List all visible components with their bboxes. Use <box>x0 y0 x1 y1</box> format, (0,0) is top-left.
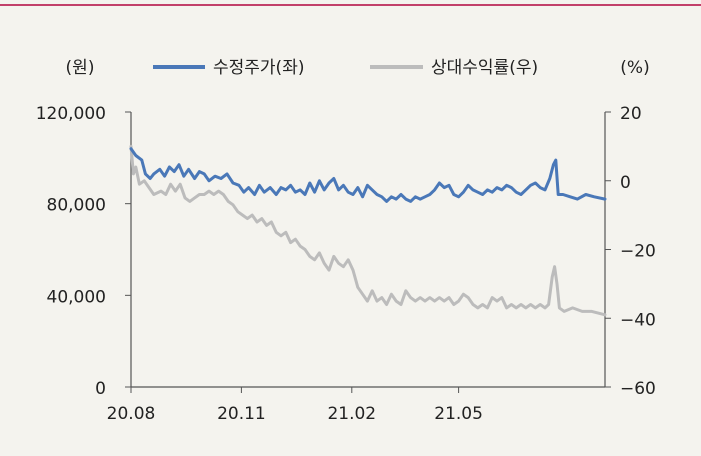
axes: 0 40,000 80,000 120,000 −60 −40 −20 0 20 20.08 20.… <box>36 104 656 424</box>
legend-label-relative-return: 상대수익률(우) <box>431 58 538 78</box>
x-tick-label: 21.05 <box>434 404 483 424</box>
series-layer <box>129 144 607 317</box>
right-y-tick-label: 0 <box>620 173 631 193</box>
right-y-tick-label: −40 <box>620 310 656 330</box>
left-axis-unit: (원) <box>66 58 95 78</box>
left-y-tick-label: 120,000 <box>36 104 106 124</box>
series-line-price <box>129 147 607 203</box>
x-tick-label: 20.11 <box>217 404 266 424</box>
left-y-tick-label: 40,000 <box>47 287 106 307</box>
x-tick-label: 20.08 <box>107 404 156 424</box>
right-y-tick-label: −20 <box>620 242 656 262</box>
x-tick-label: 21.02 <box>327 404 376 424</box>
left-y-tick-label: 80,000 <box>47 196 106 216</box>
right-axis-unit: (%) <box>620 58 649 78</box>
legend: 수정주가(좌) 상대수익률(우) <box>153 58 538 78</box>
series-line-relative-return <box>129 144 607 317</box>
right-y-tick-label: −60 <box>620 379 656 399</box>
left-y-tick-label: 0 <box>95 379 106 399</box>
legend-label-price: 수정주가(좌) <box>213 58 304 78</box>
right-y-tick-label: 20 <box>620 104 642 124</box>
